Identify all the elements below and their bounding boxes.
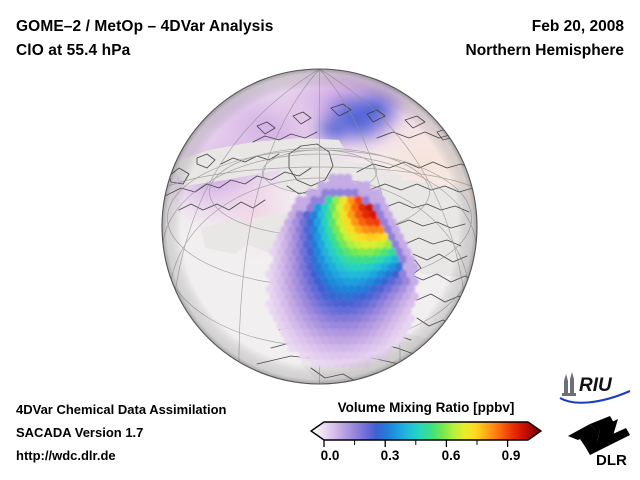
hemisphere-label: Northern Hemisphere — [465, 42, 624, 59]
dlr-pinwheel-icon — [568, 416, 630, 455]
page-title: GOME–2 / MetOp – 4DVar Analysis — [16, 18, 274, 35]
footer-line-url: http://wdc.dlr.de — [16, 448, 116, 463]
colorbar: Volume Mixing Ratio [ppbv] 0.0 0.3 0.6 0… — [310, 400, 542, 470]
footer-line-assimilation: 4DVar Chemical Data Assimilation — [16, 402, 227, 417]
riu-swoosh-icon — [559, 390, 631, 404]
colorbar-tick-label: 0.0 — [320, 448, 340, 463]
riu-logo: RIU — [558, 371, 634, 407]
colorbar-tick-label: 0.3 — [380, 448, 400, 463]
riu-towers-icon — [562, 372, 576, 396]
riu-wordmark: RIU — [579, 375, 613, 396]
footer-line-version: SACADA Version 1.7 — [16, 425, 144, 440]
globe-map — [161, 68, 478, 385]
dlr-wordmark: DLR — [596, 452, 627, 468]
globe-outline — [161, 68, 478, 385]
colorbar-ticks — [323, 440, 509, 447]
colorbar-title: Volume Mixing Ratio [ppbv] — [337, 400, 515, 415]
colorbar-tick-label: 0.9 — [501, 448, 521, 463]
page-subtitle: ClO at 55.4 hPa — [16, 42, 131, 59]
dlr-logo: DLR — [566, 414, 634, 469]
colorbar-frame — [310, 421, 542, 441]
colorbar-tick-label: 0.6 — [441, 448, 461, 463]
date-label: Feb 20, 2008 — [531, 18, 624, 35]
globe-limb-shading — [162, 69, 477, 384]
